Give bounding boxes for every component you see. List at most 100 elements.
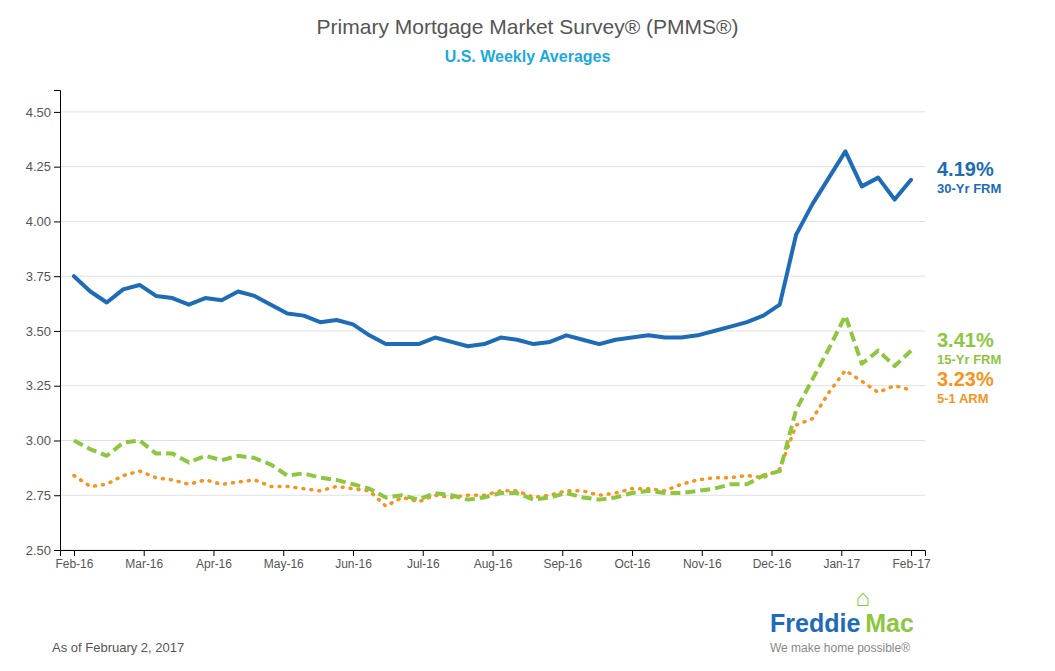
- series-line: [74, 370, 911, 506]
- x-tick: Jul-16: [407, 550, 440, 571]
- x-axis: Feb-16 Mar-16 Apr-16 May-16 Jun-16 Jul-16 Aug-…: [55, 550, 930, 571]
- y-tick-label: 2.50: [26, 543, 51, 558]
- grid-line: [60, 221, 925, 222]
- y-tick: 4.50: [26, 105, 60, 120]
- grid-line: [60, 111, 925, 112]
- chart: Primary Mortgage Market Survey® (PMMS®) U…: [0, 0, 1055, 671]
- x-axis-line: [61, 551, 926, 557]
- x-tick-label: Jan-17: [823, 557, 860, 571]
- end-label: 3.41%: [937, 329, 994, 351]
- x-tick-label: Feb-17: [893, 557, 931, 571]
- x-tick: Mar-16: [125, 550, 163, 571]
- y-axis: 2.50 2.75 3.00 3.25 3.50 3.75 4.00 4.25 4.50: [26, 91, 61, 558]
- end-sublabel: 5-1 ARM: [937, 391, 989, 406]
- x-tick-mark: [144, 550, 145, 556]
- x-tick-label: Mar-16: [125, 557, 163, 571]
- y-axis-line: [54, 91, 61, 551]
- y-tick: 2.50: [26, 543, 60, 558]
- x-tick-label: Feb-16: [55, 557, 93, 571]
- grid-line: [60, 166, 925, 167]
- x-tick-mark: [911, 550, 912, 556]
- background: [0, 0, 1055, 671]
- y-tick: 3.25: [26, 378, 60, 393]
- series-line: [74, 151, 911, 346]
- logo: FreddieMac⌂We make home possible®: [770, 584, 914, 655]
- y-tick-label: 3.00: [26, 433, 51, 448]
- title: Primary Mortgage Market Survey® (PMMS®): [317, 15, 739, 38]
- y-tick-mark: [54, 495, 60, 496]
- end-labels: 4.19%30-Yr FRM 3.41%15-Yr FRM3.23%5-1 ARM: [937, 158, 1001, 406]
- y-tick-mark: [54, 331, 60, 332]
- x-tick: Sep-16: [543, 550, 582, 571]
- series-line: [74, 316, 911, 500]
- y-tick-label: 4.00: [26, 214, 51, 229]
- plot: 2.50 2.75 3.00 3.25 3.50 3.75 4.00 4.25 4.50 Feb-…: [26, 91, 1002, 571]
- y-tick-mark: [54, 112, 60, 113]
- grid-line: [60, 385, 925, 386]
- x-tick-mark: [702, 550, 703, 556]
- x-tick-mark: [283, 550, 284, 556]
- grid-line: [60, 440, 925, 441]
- x-tick-mark: [562, 550, 563, 556]
- y-tick: 2.75: [26, 488, 60, 503]
- x-tick: Jan-17: [823, 550, 860, 571]
- x-tick-mark: [353, 550, 354, 556]
- y-tick: 3.50: [26, 324, 60, 339]
- y-tick-label: 3.75: [26, 269, 51, 284]
- x-tick-mark: [423, 550, 424, 556]
- y-grid: [60, 112, 925, 550]
- grid-line: [60, 276, 925, 277]
- x-tick-mark: [493, 550, 494, 556]
- x-tick: Feb-16: [55, 550, 93, 571]
- x-tick-mark: [772, 550, 773, 556]
- x-tick: Aug-16: [474, 550, 513, 571]
- y-tick-mark: [54, 276, 60, 277]
- y-tick-mark: [54, 550, 60, 551]
- x-tick-label: Aug-16: [474, 557, 513, 571]
- grid-line: [60, 330, 925, 331]
- x-tick-label: Nov-16: [683, 557, 722, 571]
- x-tick: Nov-16: [683, 550, 722, 571]
- y-tick-label: 4.25: [26, 159, 51, 174]
- y-tick: 4.25: [26, 159, 60, 174]
- x-tick-label: Sep-16: [543, 557, 582, 571]
- x-tick: Dec-16: [753, 550, 792, 571]
- subtitle: U.S. Weekly Averages: [445, 48, 611, 65]
- grid-line: [60, 495, 925, 496]
- y-tick-mark: [54, 440, 60, 441]
- x-tick: May-16: [264, 550, 304, 571]
- end-sublabel: 15-Yr FRM: [937, 352, 1001, 367]
- x-tick-label: Apr-16: [196, 557, 232, 571]
- x-tick-label: Dec-16: [753, 557, 792, 571]
- logo-text: Freddie: [770, 609, 860, 637]
- x-tick-mark: [632, 550, 633, 556]
- end-label: 3.23%: [937, 368, 994, 390]
- y-tick-label: 2.75: [26, 488, 51, 503]
- x-tick: Oct-16: [615, 550, 651, 571]
- lines: [74, 151, 911, 506]
- end-sublabel: 30-Yr FRM: [937, 181, 1001, 196]
- end-label: 4.19%: [937, 158, 994, 180]
- footer: As of February 2, 2017: [52, 640, 184, 655]
- y-tick-label: 3.50: [26, 324, 51, 339]
- y-tick-mark: [54, 167, 60, 168]
- logo-text: Mac: [865, 609, 914, 637]
- logo-tagline: We make home possible®: [770, 641, 910, 655]
- x-tick-mark: [213, 550, 214, 556]
- x-tick: Jun-16: [335, 550, 372, 571]
- y-tick-label: 4.50: [26, 105, 51, 120]
- y-tick: 3.75: [26, 269, 60, 284]
- x-tick: Feb-17: [893, 550, 931, 571]
- x-tick-label: Jun-16: [335, 557, 372, 571]
- y-tick-mark: [54, 386, 60, 387]
- x-tick-mark: [841, 550, 842, 556]
- y-tick: 4.00: [26, 214, 60, 229]
- x-tick-mark: [74, 550, 75, 556]
- x-tick-label: Oct-16: [615, 557, 651, 571]
- x-tick-label: May-16: [264, 557, 304, 571]
- y-tick-label: 3.25: [26, 378, 51, 393]
- x-tick: Apr-16: [196, 550, 232, 571]
- x-tick-label: Jul-16: [407, 557, 440, 571]
- y-tick: 3.00: [26, 433, 60, 448]
- y-tick-mark: [54, 221, 60, 222]
